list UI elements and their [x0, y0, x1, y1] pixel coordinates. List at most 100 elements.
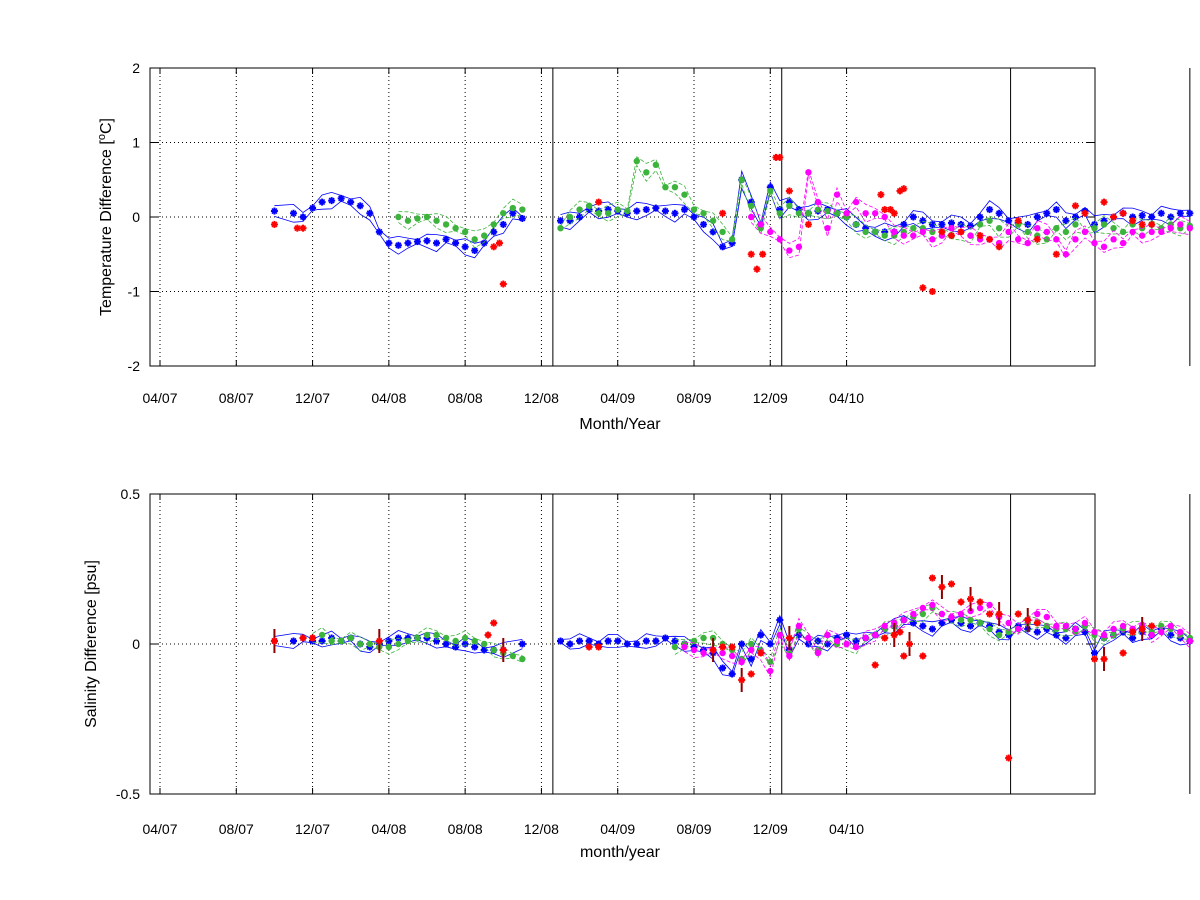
data-point: [814, 198, 822, 206]
data-point-stroke: [595, 199, 602, 206]
data-point-stroke: [509, 210, 516, 217]
data-point: [423, 631, 431, 639]
data-point: [1119, 649, 1127, 657]
data-point-stroke: [805, 640, 812, 648]
data-point-stroke: [881, 206, 888, 213]
data-point: [900, 185, 908, 193]
x-tick-label: 08/08: [448, 390, 483, 406]
data-point-stroke: [1053, 631, 1060, 639]
data-point: [414, 215, 421, 222]
data-point: [1005, 754, 1013, 762]
data-point-stroke: [566, 640, 574, 648]
data-point-stroke: [1158, 210, 1165, 217]
data-point: [877, 191, 885, 199]
data-point-stroke: [919, 284, 926, 291]
data-point: [1148, 622, 1156, 630]
data-point: [442, 221, 450, 228]
data-point: [871, 631, 879, 639]
data-point-stroke: [738, 640, 745, 648]
data-point-stroke: [757, 631, 764, 639]
data-point-stroke: [500, 646, 507, 654]
data-point: [986, 206, 994, 214]
data-point: [471, 236, 478, 243]
data-point: [1158, 228, 1165, 236]
data-point: [1043, 622, 1051, 630]
data-point: [299, 634, 307, 642]
data-point: [366, 640, 373, 648]
data-point: [753, 265, 761, 273]
y-tick-label: -2: [128, 358, 141, 374]
data-point-stroke: [490, 228, 497, 235]
data-point-stroke: [557, 217, 564, 224]
data-point-stroke: [481, 240, 488, 247]
data-point: [299, 224, 307, 232]
data-point: [757, 221, 764, 228]
data-point: [633, 207, 641, 215]
data-point: [748, 646, 755, 654]
series-envelope-line: [312, 611, 1190, 667]
data-point: [1186, 224, 1194, 232]
data-point-stroke: [1186, 210, 1193, 217]
data-point-stroke: [900, 221, 907, 228]
y-axis-label-superscript: o: [96, 134, 108, 140]
data-point-stroke: [299, 213, 307, 221]
data-point: [843, 640, 850, 648]
data-point-stroke: [929, 574, 936, 582]
data-point: [585, 643, 593, 651]
data-point-stroke: [891, 210, 898, 217]
data-point-stroke: [1062, 634, 1069, 642]
data-point-stroke: [900, 185, 907, 192]
y-axis-label-part-1: Temperature Difference [: [98, 140, 115, 316]
data-point: [1053, 224, 1060, 232]
data-point: [709, 646, 717, 654]
data-point-stroke: [748, 670, 755, 678]
data-point-stroke: [1177, 210, 1184, 217]
data-point: [986, 235, 994, 243]
data-point-stroke: [910, 213, 917, 221]
data-point: [910, 232, 917, 239]
data-point-stroke: [519, 215, 526, 222]
data-point: [1015, 625, 1022, 633]
data-point-stroke: [919, 652, 926, 660]
data-point-stroke: [496, 240, 503, 247]
data-point: [843, 210, 850, 217]
data-point: [461, 243, 469, 251]
data-point: [518, 640, 526, 648]
data-point-stroke: [1015, 217, 1022, 224]
data-point: [881, 213, 888, 221]
data-point: [576, 206, 583, 213]
data-point: [1100, 631, 1108, 639]
data-point: [767, 228, 774, 236]
data-point: [995, 610, 1003, 618]
data-point: [728, 652, 736, 660]
x-tick-label: 04/09: [600, 821, 635, 837]
data-point: [661, 634, 669, 642]
data-point-stroke: [366, 210, 373, 217]
data-point: [1081, 209, 1089, 217]
data-point: [595, 198, 603, 206]
data-point: [490, 619, 498, 627]
data-point-stroke: [795, 631, 802, 639]
data-point: [700, 649, 707, 657]
data-point-stroke: [1091, 649, 1098, 657]
data-point: [1129, 634, 1137, 642]
data-point-stroke: [1129, 217, 1136, 224]
data-point: [719, 209, 727, 217]
data-point-stroke: [328, 197, 335, 204]
data-point-stroke: [748, 655, 755, 663]
data-point-stroke: [1034, 628, 1041, 636]
data-point: [484, 631, 492, 639]
data-point-stroke: [490, 619, 497, 627]
data-point: [1177, 221, 1184, 228]
data-point-stroke: [299, 225, 307, 232]
data-point: [852, 221, 860, 228]
data-point: [442, 640, 450, 648]
x-tick-label: 12/07: [295, 390, 330, 406]
data-point-stroke: [662, 634, 669, 642]
data-point-stroke: [1091, 655, 1098, 663]
data-point: [614, 637, 622, 645]
data-point: [919, 228, 927, 236]
data-point: [1091, 649, 1098, 657]
data-point-stroke: [614, 637, 621, 645]
data-point: [776, 236, 784, 243]
